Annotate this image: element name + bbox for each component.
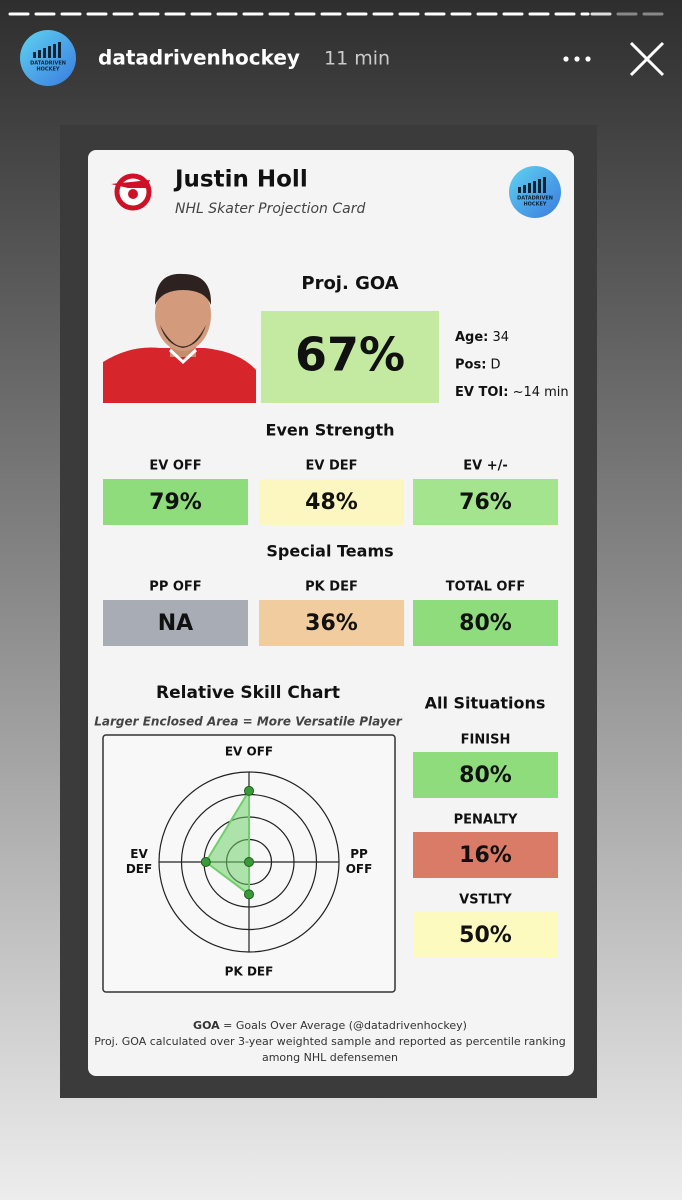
info-value: D (491, 357, 501, 372)
stat-box (259, 479, 404, 525)
footer-line: Proj. GOA calculated over 3-year weighte… (94, 1035, 566, 1048)
brand-text: HOCKEY (36, 67, 59, 73)
info-value: 34 (493, 330, 510, 345)
info-label: EV TOI: (455, 385, 508, 400)
more-button[interactable] (563, 56, 591, 62)
section-title: All Situations (425, 694, 546, 713)
player-photo (103, 272, 256, 403)
stat-value: 80% (459, 611, 512, 636)
stat-label: VSTLTY (459, 893, 512, 908)
avatar[interactable]: DATADRIVEN HOCKEY (20, 30, 76, 86)
brand-logo: DATADRIVEN HOCKEY (509, 166, 561, 218)
proj-label: Proj. GOA (301, 273, 398, 294)
stat-box (103, 479, 248, 525)
stat-value: 80% (459, 763, 512, 788)
stat-box (413, 912, 558, 958)
info-line: Pos: D (455, 357, 501, 372)
footer-line: among NHL defensemen (262, 1051, 398, 1064)
stat-label: EV DEF (305, 459, 357, 474)
radar-axis-label: EV OFF (225, 745, 273, 759)
stat-box (413, 600, 558, 646)
radar-axis-label: PP (350, 847, 368, 861)
section-title: Special Teams (266, 542, 393, 561)
radar-point (244, 889, 254, 900)
stat-label: TOTAL OFF (446, 580, 525, 595)
proj-box (261, 311, 439, 403)
stat-label: EV +/- (463, 459, 508, 474)
radar-axis-label: DEF (126, 862, 152, 876)
stat-value: 79% (149, 490, 202, 515)
footer-line: GOA = Goals Over Average (@datadrivenhoc… (193, 1019, 467, 1032)
info-label: Pos: (455, 357, 486, 372)
brand-text: DATADRIVEN (517, 196, 553, 202)
brand-text: DATADRIVEN (30, 61, 66, 67)
stat-box (259, 600, 404, 646)
footer-definition: = Goals Over Average (@datadrivenhockey) (223, 1019, 467, 1032)
stat-label: PP OFF (149, 580, 201, 595)
info-line: EV TOI: ~14 min (455, 385, 569, 400)
stat-box (413, 479, 558, 525)
team-logo (111, 173, 152, 211)
radar-point (244, 785, 254, 796)
section-title: Even Strength (266, 421, 395, 440)
footer-term: GOA (193, 1019, 220, 1032)
stat-box (413, 752, 558, 798)
radar-point (200, 857, 211, 867)
brand-text: HOCKEY (523, 202, 546, 208)
radar-center (244, 857, 254, 867)
stat-value: 16% (459, 843, 512, 868)
info-line: Age: 34 (455, 330, 509, 345)
player-name: Justin Holl (173, 167, 308, 193)
username[interactable]: datadrivenhockey (98, 46, 300, 70)
player-info: Age: 34 Pos: D EV TOI: ~14 min (455, 330, 569, 400)
stat-value: 50% (459, 923, 512, 948)
radar-axis-label: OFF (346, 862, 373, 876)
radar-title: Relative Skill Chart (156, 683, 340, 703)
stat-label: EV OFF (149, 459, 201, 474)
close-button[interactable] (629, 41, 665, 77)
stat-box (103, 600, 248, 646)
radar-axis-label: EV (130, 847, 148, 861)
proj-value: 67% (295, 328, 405, 382)
radar-axis-label: PK DEF (225, 965, 274, 979)
stat-value: NA (158, 611, 193, 636)
stat-label: FINISH (461, 733, 511, 748)
stat-value: 36% (305, 611, 358, 636)
stat-box (413, 832, 558, 878)
radar-subtitle: Larger Enclosed Area = More Versatile Pl… (94, 715, 403, 729)
stat-label: PK DEF (305, 580, 358, 595)
stat-label: PENALTY (454, 813, 518, 828)
stat-value: 48% (305, 490, 358, 515)
info-label: Age: (455, 330, 488, 345)
info-value: ~14 min (513, 385, 569, 400)
card-subtitle: NHL Skater Projection Card (175, 201, 365, 217)
stat-sections: Even Strength EV OFF 79% EV DEF 48% EV +/- 76%… (103, 421, 558, 958)
avatar-bars (33, 42, 61, 58)
timestamp: 11 min (324, 48, 390, 70)
stat-value: 76% (459, 490, 512, 515)
